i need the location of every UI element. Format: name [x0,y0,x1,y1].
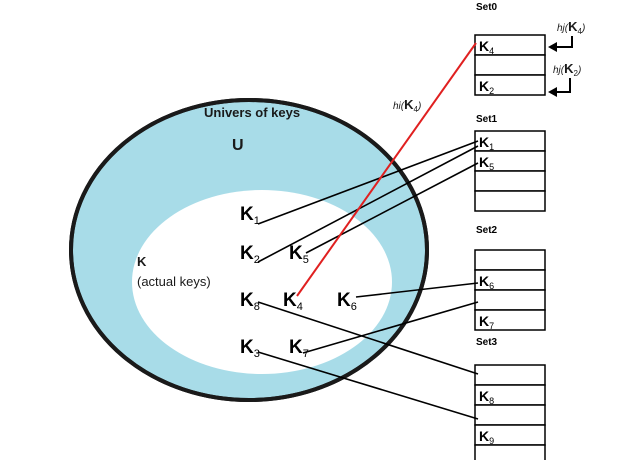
hash-fn-hj-k4: hj(K4) [557,19,585,36]
link-k2-to-set1-slot-0 [257,145,479,263]
rehash-arrow-k4 [553,36,573,48]
slot-key-set1-0: K1 [479,134,494,152]
set2-slot-3 [474,309,546,331]
keys-layer: K1 K2 K5 K8 K4 K6 K3 K7 [240,204,357,360]
rehash-arrowhead-k4 [548,42,557,52]
set0-slot-2 [474,74,546,96]
key-k4: K4 [283,290,303,313]
link-k4-to-set0-slot-0 [296,42,477,297]
set-label-0: Set0 [476,2,498,13]
hash-set-2: Set2 K6 K7 [474,225,546,331]
universe-symbol: U [232,137,244,154]
key-k2: K2 [240,243,260,266]
rehash-arrow-k2 [553,78,571,93]
universe-title: Univers of keys [204,105,300,120]
key-k7: K7 [289,337,309,360]
set-label-1: Set1 [476,114,498,125]
sets-layer: Set0 K4 K2 Set1 K1 K5 Set2 K6 K7 Set3 K8 K9 [474,2,546,460]
link-k1-to-set1-slot-0 [257,140,479,225]
slot-key-set0-0: K4 [479,38,494,56]
slot-key-set3-3: K9 [479,428,494,446]
slot-key-set2-3: K7 [479,313,494,331]
set-label-3: Set3 [476,337,498,348]
set3-slot-0 [474,364,546,386]
slot-key-set3-1: K8 [479,388,494,406]
set0-slot-1 [474,54,546,76]
set3-slot-4 [474,444,546,460]
set2-slot-2 [474,289,546,311]
key-k5: K5 [289,243,309,266]
hash-set-3: Set3 K8 K9 [474,337,546,460]
hash-fn-hj-k2: hj(K2) [553,61,581,78]
hash-set-0: Set0 K4 K2 [474,2,546,96]
link-k6-to-set2-slot-1 [355,282,479,298]
actual-keys-symbol: K [137,254,147,269]
link-k8-to-set3-slot-1 [257,301,479,375]
actual-keys-region [132,190,392,374]
links-layer [257,42,479,420]
rehash-arrowhead-k2 [548,87,557,97]
set2-slot-0 [474,249,546,271]
set1-slot-3 [474,190,546,212]
key-k3: K3 [240,337,260,360]
hash-fn-hi-k4: hi(K4) [393,97,421,114]
hash-set-1: Set1 K1 K5 [474,114,546,212]
slot-key-set1-1: K5 [479,154,494,172]
key-k6: K6 [337,290,357,313]
link-k7-to-set2-slot-2 [302,301,479,354]
set3-slot-2 [474,404,546,426]
slot-key-set0-2: K2 [479,78,494,96]
slot-key-set2-1: K6 [479,273,494,291]
link-k5-to-set1-slot-1 [305,162,479,254]
key-k8: K8 [240,290,260,313]
set1-slot-2 [474,170,546,192]
set-label-2: Set2 [476,225,498,236]
actual-keys-caption: (actual keys) [137,274,211,289]
key-k1: K1 [240,204,260,227]
universe-outline [69,98,429,402]
link-k3-to-set3-slot-3 [257,351,479,420]
